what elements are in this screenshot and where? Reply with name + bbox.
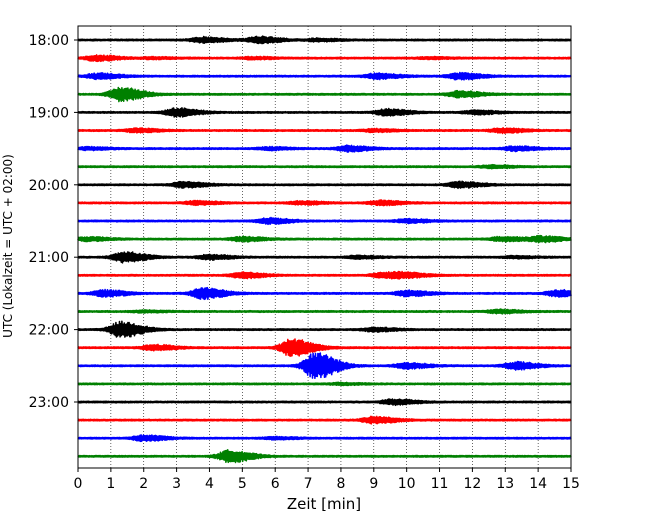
x-axis-label: Zeit [min]: [287, 495, 361, 513]
y-axis-ticks: 18:00 19:00 20:00 21:00 22:00 23:00: [29, 33, 78, 411]
trace-row: [78, 272, 571, 279]
x-tick-label: 2: [139, 476, 148, 492]
trace-line: [78, 416, 571, 423]
x-tick-label: 1: [106, 476, 115, 492]
x-tick-label: 9: [369, 476, 378, 492]
y-tick-label: 19:00: [29, 105, 69, 121]
trace-line: [78, 145, 571, 152]
x-tick-label: 0: [74, 476, 83, 492]
trace-row: [78, 165, 571, 169]
x-tick-label: 4: [205, 476, 214, 492]
trace-line: [78, 236, 571, 243]
x-tick-label: 11: [431, 476, 449, 492]
x-tick-label: 7: [304, 476, 313, 492]
trace-row: [78, 218, 571, 225]
trace-line: [78, 36, 571, 43]
trace-line: [78, 339, 571, 356]
trace-row: [78, 88, 571, 102]
y-tick-label: 18:00: [29, 33, 69, 49]
x-tick-label: 12: [463, 476, 481, 492]
trace-row: [78, 181, 571, 188]
trace-row: [78, 236, 571, 243]
trace-line: [78, 399, 571, 405]
trace-row: [78, 321, 571, 337]
trace-row: [78, 128, 571, 134]
trace-row: [78, 108, 571, 117]
trace-row: [78, 435, 571, 441]
x-tick-label: 15: [562, 476, 580, 492]
traces-layer: [78, 36, 571, 462]
trace-line: [78, 321, 571, 337]
trace-row: [78, 55, 571, 61]
x-tick-label: 8: [336, 476, 345, 492]
trace-row: [78, 416, 571, 423]
y-tick-label: 22:00: [29, 323, 69, 339]
x-tick-label: 3: [172, 476, 181, 492]
y-tick-label: 21:00: [29, 250, 69, 266]
trace-line: [78, 450, 571, 463]
x-tick-label: 6: [271, 476, 280, 492]
x-tick-label: 10: [398, 476, 416, 492]
trace-line: [78, 382, 571, 385]
trace-line: [78, 200, 571, 206]
y-axis-label: UTC (Lokalzeit = UTC + 02:00): [1, 154, 15, 338]
trace-line: [78, 165, 571, 169]
trace-row: [78, 73, 571, 80]
trace-row: [78, 382, 571, 385]
trace-row: [78, 339, 571, 356]
trace-line: [78, 288, 571, 300]
trace-line: [78, 435, 571, 441]
trace-line: [78, 128, 571, 134]
trace-line: [78, 73, 571, 80]
trace-line: [78, 55, 571, 61]
y-tick-label: 20:00: [29, 178, 69, 194]
trace-line: [78, 272, 571, 279]
trace-line: [78, 88, 571, 102]
trace-row: [78, 399, 571, 405]
trace-row: [78, 288, 571, 300]
trace-row: [78, 200, 571, 206]
trace-line: [78, 181, 571, 188]
trace-row: [78, 450, 571, 463]
x-tick-label: 14: [529, 476, 547, 492]
trace-row: [78, 36, 571, 43]
trace-line: [78, 108, 571, 117]
trace-line: [78, 252, 571, 263]
trace-line: [78, 218, 571, 225]
trace-row: [78, 145, 571, 152]
trace-line: [78, 309, 571, 314]
trace-row: [78, 252, 571, 263]
trace-line: [78, 353, 571, 378]
trace-row: [78, 353, 571, 378]
y-tick-label: 23:00: [29, 395, 69, 411]
trace-row: [78, 309, 571, 314]
x-tick-label: 13: [496, 476, 514, 492]
x-tick-label: 5: [238, 476, 247, 492]
